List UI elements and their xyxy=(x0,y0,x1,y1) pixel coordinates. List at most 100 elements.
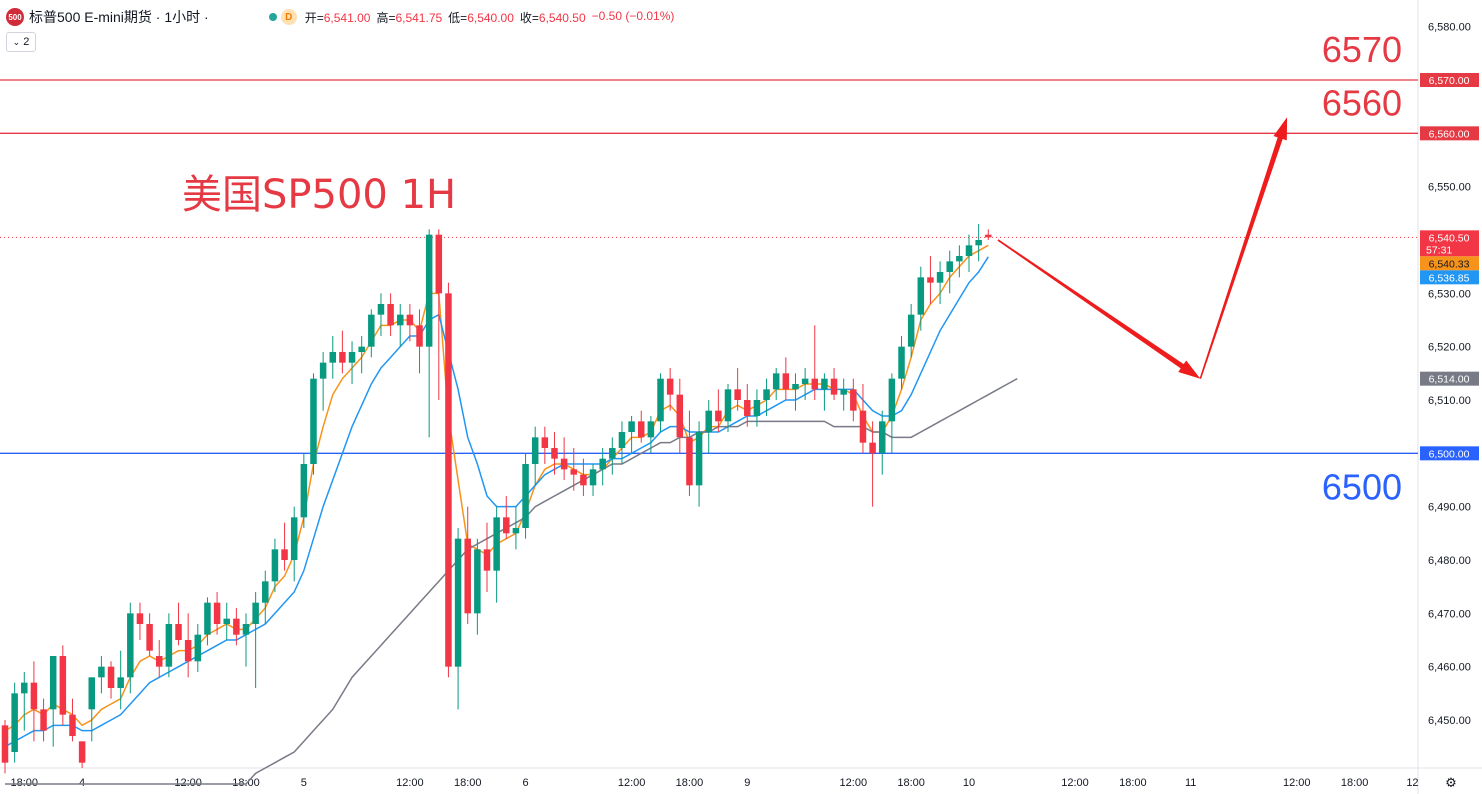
candle[interactable] xyxy=(551,432,558,475)
candle[interactable] xyxy=(406,304,414,342)
candle[interactable] xyxy=(40,698,47,742)
candle[interactable] xyxy=(213,592,221,635)
candle[interactable] xyxy=(975,224,982,262)
candle[interactable] xyxy=(483,522,491,592)
candle[interactable] xyxy=(763,378,770,416)
candle[interactable] xyxy=(792,373,799,411)
candle[interactable] xyxy=(676,378,684,454)
candle[interactable] xyxy=(744,384,751,427)
candle[interactable] xyxy=(339,330,346,374)
candle[interactable] xyxy=(136,602,144,640)
candle[interactable] xyxy=(290,506,298,582)
candle[interactable] xyxy=(869,421,876,507)
candle[interactable] xyxy=(30,661,38,742)
candle[interactable] xyxy=(78,741,86,768)
candle[interactable] xyxy=(801,368,809,400)
candle[interactable] xyxy=(637,410,645,443)
candle[interactable] xyxy=(184,613,192,678)
candle[interactable] xyxy=(917,266,925,331)
indicators-toggle[interactable]: ⌄ 2 xyxy=(6,32,36,52)
candle[interactable] xyxy=(252,592,259,688)
candle[interactable] xyxy=(223,602,230,640)
candle[interactable] xyxy=(715,389,722,432)
candle[interactable] xyxy=(541,426,549,464)
candle[interactable] xyxy=(946,250,953,294)
candle[interactable] xyxy=(319,352,327,411)
candle[interactable] xyxy=(628,416,635,454)
candle[interactable] xyxy=(464,506,471,624)
candle[interactable] xyxy=(358,336,365,374)
candle[interactable] xyxy=(425,229,433,438)
candle[interactable] xyxy=(310,373,317,475)
candle[interactable] xyxy=(416,309,423,374)
candle[interactable] xyxy=(840,378,847,411)
candle[interactable] xyxy=(782,357,790,400)
candle[interactable] xyxy=(965,234,973,272)
candle[interactable] xyxy=(194,624,202,672)
candle[interactable] xyxy=(281,522,288,571)
candle[interactable] xyxy=(262,570,269,624)
candle[interactable] xyxy=(1,720,9,774)
candle[interactable] xyxy=(387,293,394,336)
candle[interactable] xyxy=(204,597,211,646)
candle[interactable] xyxy=(618,421,626,464)
candle[interactable] xyxy=(850,378,857,422)
candle[interactable] xyxy=(570,448,578,491)
candle[interactable] xyxy=(772,368,780,400)
candle[interactable] xyxy=(445,282,452,678)
symbol-title[interactable]: 标普500 E-mini期货 · 1小时 · xyxy=(29,9,209,25)
candle[interactable] xyxy=(88,677,96,742)
candle[interactable] xyxy=(936,261,944,304)
candle[interactable] xyxy=(155,640,163,678)
candle[interactable] xyxy=(724,384,732,432)
candle[interactable] xyxy=(531,426,539,486)
candle[interactable] xyxy=(609,437,616,475)
candle[interactable] xyxy=(580,458,587,496)
candle[interactable] xyxy=(435,229,443,400)
candle[interactable] xyxy=(377,293,385,336)
candle[interactable] xyxy=(396,304,404,347)
candle[interactable] xyxy=(242,613,250,667)
candle[interactable] xyxy=(493,506,500,603)
candle[interactable] xyxy=(705,400,712,454)
candle[interactable] xyxy=(647,416,655,454)
candle[interactable] xyxy=(117,650,124,710)
candle[interactable] xyxy=(21,672,28,731)
candle[interactable] xyxy=(898,336,905,390)
candle[interactable] xyxy=(512,506,520,550)
candle[interactable] xyxy=(165,613,173,678)
candle[interactable] xyxy=(956,245,963,278)
candle[interactable] xyxy=(666,368,674,411)
candle[interactable] xyxy=(348,341,356,384)
candle[interactable] xyxy=(859,384,867,454)
candle[interactable] xyxy=(368,309,375,358)
candle[interactable] xyxy=(107,661,115,699)
settings-gear-icon[interactable]: ⚙ xyxy=(1445,776,1457,791)
candle[interactable] xyxy=(830,368,838,400)
candle[interactable] xyxy=(146,613,153,656)
candle[interactable] xyxy=(878,410,886,475)
candle[interactable] xyxy=(11,682,18,763)
candle[interactable] xyxy=(907,304,915,358)
candle[interactable] xyxy=(686,410,693,496)
candle[interactable] xyxy=(811,325,819,400)
candle[interactable] xyxy=(985,229,992,240)
candle[interactable] xyxy=(927,256,934,304)
candle[interactable] xyxy=(522,453,529,539)
candle[interactable] xyxy=(127,602,134,694)
candle[interactable] xyxy=(888,373,896,454)
candle[interactable] xyxy=(821,373,828,411)
candle[interactable] xyxy=(454,528,462,710)
candle[interactable] xyxy=(599,448,606,486)
candle[interactable] xyxy=(271,538,279,592)
candle[interactable] xyxy=(300,453,308,528)
candle[interactable] xyxy=(175,602,182,646)
candle[interactable] xyxy=(474,538,481,635)
candle[interactable] xyxy=(329,336,337,379)
candle[interactable] xyxy=(734,368,741,411)
candle[interactable] xyxy=(69,698,76,742)
candle[interactable] xyxy=(753,389,761,427)
candle[interactable] xyxy=(657,373,664,432)
candle[interactable] xyxy=(233,608,240,646)
